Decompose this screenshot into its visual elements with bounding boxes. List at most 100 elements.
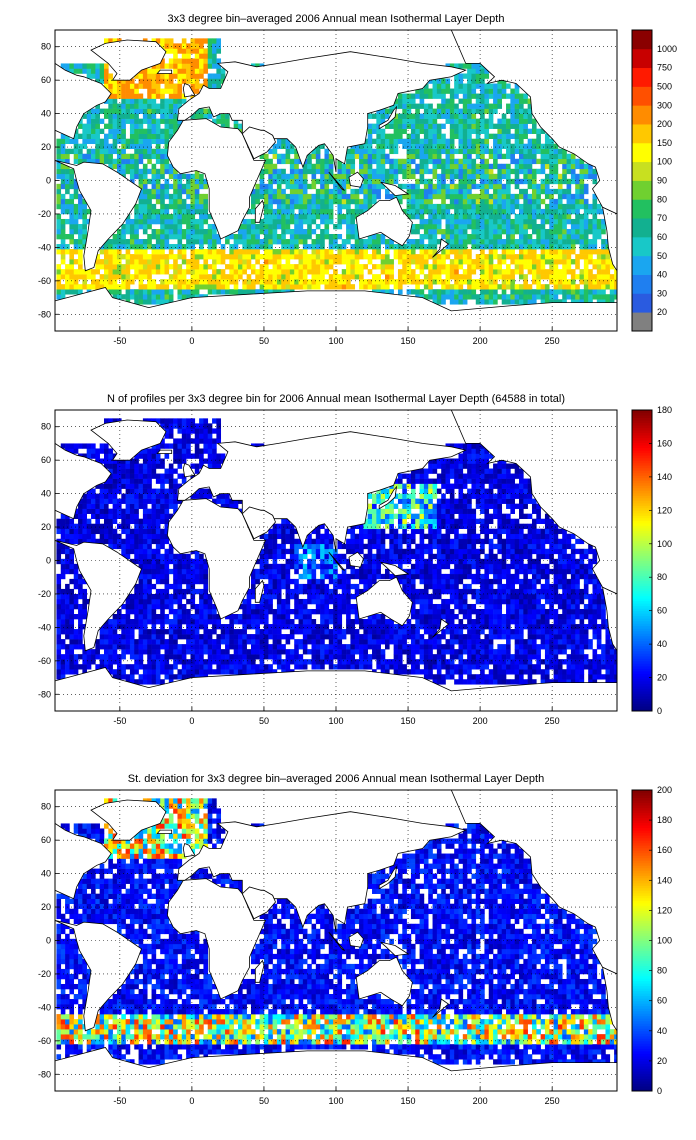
data-cell: [134, 158, 139, 165]
data-cell: [441, 113, 446, 119]
data-cell: [419, 203, 425, 210]
data-cell: [147, 208, 152, 215]
data-cell: [384, 133, 390, 139]
data-cell: [540, 143, 546, 150]
data-cell: [125, 98, 131, 104]
data-cell: [246, 244, 252, 250]
data-cell: [173, 208, 178, 215]
data-cell: [99, 493, 105, 499]
data-cell: [475, 108, 481, 114]
data-cell: [151, 614, 157, 620]
data-cell: [199, 614, 204, 620]
data-cell: [566, 294, 572, 300]
data-cell: [363, 198, 369, 205]
data-cell: [549, 208, 554, 215]
data-cell: [255, 239, 260, 245]
data-cell: [121, 168, 126, 175]
data-cell: [445, 264, 451, 270]
data-cell: [95, 508, 100, 514]
data-cell: [605, 274, 611, 280]
data-cell: [138, 173, 144, 180]
data-cell: [112, 478, 118, 484]
data-cell: [199, 173, 204, 180]
data-cell: [173, 244, 178, 250]
data-cell: [510, 193, 515, 200]
data-cell: [194, 188, 200, 195]
data-cell: [190, 568, 196, 575]
data-cell: [531, 138, 537, 145]
data-cell: [562, 289, 567, 295]
data-cell: [134, 138, 139, 145]
data-cell: [294, 254, 299, 260]
data-cell: [263, 163, 269, 170]
data-cell: [121, 108, 126, 114]
data-cell: [173, 674, 178, 680]
data-cell: [155, 634, 161, 640]
data-cell: [536, 294, 541, 300]
data-cell: [575, 284, 580, 290]
data-cell: [86, 498, 92, 504]
data-cell: [484, 259, 490, 265]
data-cell: [186, 619, 191, 625]
data-cell: [164, 453, 170, 459]
data-cell: [557, 158, 563, 165]
data-cell: [458, 264, 464, 270]
data-cell: [454, 208, 459, 215]
data-cell: [69, 193, 75, 200]
data-cell: [553, 208, 559, 215]
data-cell: [268, 269, 273, 275]
data-cell: [155, 463, 161, 469]
data-cell: [531, 264, 537, 270]
data-cell: [194, 493, 200, 499]
data-cell: [86, 488, 92, 494]
data-cell: [142, 213, 148, 220]
data-cell: [285, 213, 291, 220]
data-cell: [99, 73, 105, 79]
data-cell: [173, 183, 178, 190]
data-cell: [311, 173, 317, 180]
data-cell: [475, 103, 481, 109]
data-cell: [160, 493, 165, 499]
data-cell: [78, 158, 83, 165]
data-cell: [480, 128, 485, 134]
data-cell: [112, 624, 118, 630]
data-cell: [121, 468, 126, 474]
data-cell: [65, 608, 70, 615]
data-cell: [69, 218, 75, 225]
data-cell: [95, 264, 100, 270]
data-cell: [134, 523, 139, 530]
data-cell: [272, 178, 278, 185]
data-cell: [73, 269, 79, 275]
data-cell: [276, 234, 282, 240]
data-cell: [65, 664, 70, 670]
data-cell: [125, 624, 131, 630]
data-cell: [199, 63, 204, 69]
data-cell: [272, 213, 278, 220]
data-cell: [181, 588, 187, 595]
data-cell: [289, 208, 295, 215]
data-cell: [147, 239, 152, 245]
data-cell: [557, 259, 563, 265]
data-cell: [380, 108, 386, 114]
data-cell: [449, 259, 455, 265]
data-cell: [108, 473, 113, 479]
data-cell: [445, 163, 451, 170]
data-cell: [406, 113, 412, 119]
data-cell: [367, 198, 373, 205]
data-cell: [510, 153, 515, 160]
data-cell: [307, 153, 312, 160]
data-cell: [160, 528, 165, 535]
data-cell: [614, 289, 617, 295]
data-cell: [173, 73, 178, 79]
data-cell: [233, 274, 239, 280]
data-cell: [298, 259, 304, 265]
data-cell: [233, 118, 239, 124]
data-cell: [147, 108, 152, 114]
data-cell: [207, 289, 213, 295]
data-cell: [147, 234, 152, 240]
data-cell: [164, 259, 170, 265]
data-cell: [56, 183, 62, 190]
data-cell: [397, 274, 403, 280]
data-cell: [103, 523, 109, 530]
data-cell: [190, 418, 196, 424]
